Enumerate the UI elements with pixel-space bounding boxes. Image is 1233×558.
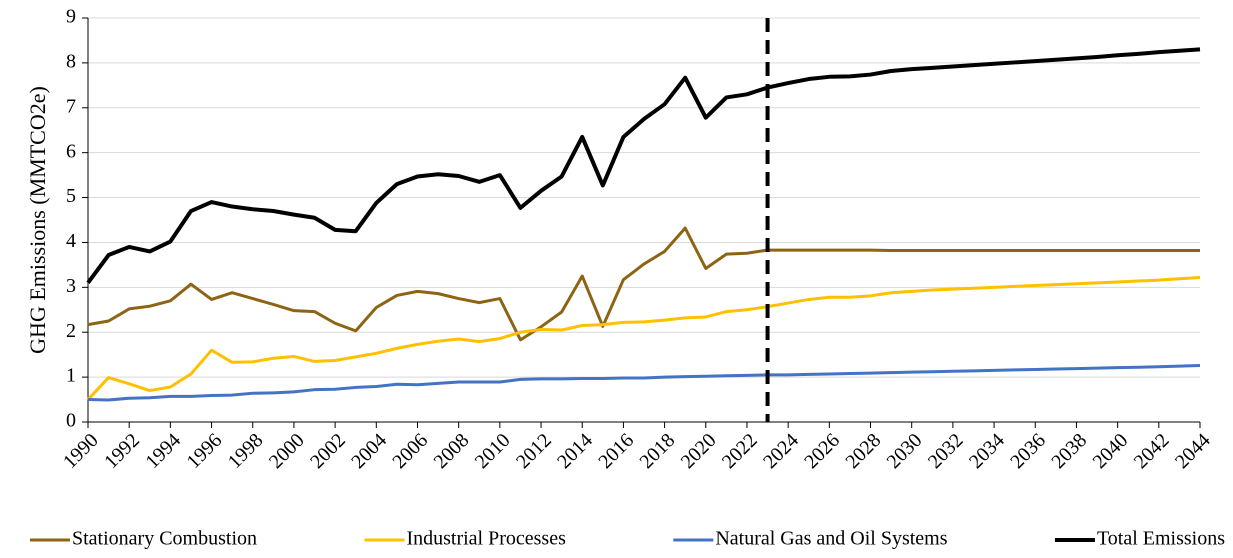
legend-label: Total Emissions bbox=[1097, 528, 1225, 550]
x-tick-label: 2002 bbox=[306, 429, 350, 473]
x-tick-label: 2004 bbox=[347, 429, 391, 473]
y-tick-label: 2 bbox=[66, 320, 76, 342]
x-tick-label: 2038 bbox=[1047, 429, 1091, 473]
x-tick-label: 2028 bbox=[841, 429, 885, 473]
x-tick-label: 2018 bbox=[636, 429, 680, 473]
x-tick-label: 2012 bbox=[512, 429, 556, 473]
legend-label: Industrial Processes bbox=[406, 528, 566, 550]
y-tick-label: 6 bbox=[66, 140, 76, 162]
x-tick-label: 2022 bbox=[718, 429, 762, 473]
y-tick-label: 4 bbox=[66, 230, 76, 252]
x-tick-label: 1992 bbox=[100, 429, 144, 473]
x-tick-label: 2030 bbox=[883, 429, 927, 473]
x-tick-label: 2006 bbox=[388, 429, 432, 473]
x-tick-label: 2036 bbox=[1006, 429, 1050, 473]
x-tick-label: 2044 bbox=[1171, 429, 1215, 473]
x-tick-label: 1996 bbox=[182, 429, 226, 473]
x-tick-label: 2014 bbox=[553, 429, 597, 473]
x-tick-label: 2008 bbox=[430, 429, 474, 473]
x-tick-label: 1994 bbox=[141, 429, 185, 473]
series-line bbox=[87, 226, 1200, 342]
x-tick-label: 2032 bbox=[924, 429, 968, 473]
legend: Stationary Combustion Industrial Processe… bbox=[30, 528, 1225, 550]
y-tick-label: 7 bbox=[66, 95, 76, 117]
x-tick-label: 2042 bbox=[1130, 429, 1174, 473]
x-tick-label: 2020 bbox=[677, 429, 721, 473]
series-line bbox=[87, 363, 1201, 402]
x-tick-label: 1990 bbox=[59, 429, 103, 473]
y-tick-label: 5 bbox=[66, 185, 76, 207]
y-tick-label: 8 bbox=[66, 50, 76, 72]
y-axis-label: GHG Emissions (MMTCO2e) bbox=[25, 86, 50, 354]
y-tick-label: 9 bbox=[66, 6, 76, 28]
x-tick-label: 2016 bbox=[594, 429, 638, 473]
legend-label: Stationary Combustion bbox=[72, 528, 257, 550]
x-tick-label: 2040 bbox=[1089, 429, 1133, 473]
y-tick-label: 1 bbox=[66, 365, 76, 387]
x-tick-label: 2024 bbox=[759, 429, 803, 473]
x-tick-label: 2000 bbox=[265, 429, 309, 473]
legend-label: Natural Gas and Oil Systems bbox=[715, 528, 947, 550]
y-tick-label: 0 bbox=[66, 410, 76, 432]
series-line bbox=[86, 47, 1201, 285]
y-tick-label: 3 bbox=[66, 275, 76, 297]
x-tick-label: 2026 bbox=[800, 429, 844, 473]
series-line bbox=[86, 275, 1201, 401]
x-tick-label: 1998 bbox=[224, 429, 268, 473]
x-tick-label: 2010 bbox=[471, 429, 515, 473]
x-tick-label: 2034 bbox=[965, 429, 1009, 473]
